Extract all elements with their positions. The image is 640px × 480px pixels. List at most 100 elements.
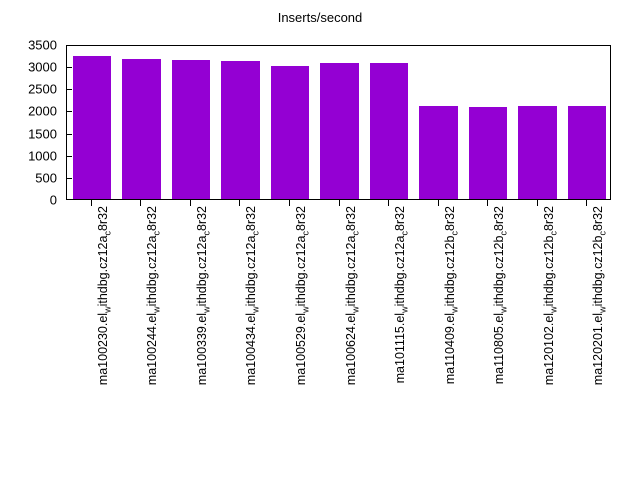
y-tick-label: 500 [35,170,57,186]
x-tick-mark [288,200,290,206]
x-label-text: ithdbg.cz12b [591,235,606,307]
bar[interactable] [369,63,409,199]
x-label-subscript: c [548,231,559,236]
x-label-subscript: w [350,306,360,313]
y-tick-label: 1000 [28,148,57,164]
x-label-subscript: c [399,231,410,236]
x-tick-label: ma101115.elwithdbg.cz12ac8r32 [393,206,410,384]
x-tick-label: ma100244.elwithdbg.cz12ac8r32 [145,206,162,386]
x-label-subscript: w [102,306,113,313]
x-label-text: 8r32 [541,206,556,232]
x-label-text: ma101115.el [393,312,408,384]
x-label-subscript: w [250,306,261,313]
x-label-text: ma100244.el [145,312,160,386]
x-label-text: 8r32 [492,206,507,232]
x-tick-mark [586,200,588,206]
y-tick-mark [66,111,72,113]
x-label-subscript: w [399,306,410,313]
y-tick-mark [66,177,72,179]
x-label-subscript: c [449,231,460,236]
y-tick-label: 1500 [28,126,57,142]
x-label-text: ma110805.el [492,312,507,385]
x-label-text: 8r32 [293,206,308,232]
x-tick-mark [388,200,390,206]
plot-area [66,45,611,200]
bar[interactable] [270,65,310,199]
x-tick-mark [437,200,439,206]
x-tick-label: ma100230.elwithdbg.cz12ac8r32 [95,206,113,386]
x-label-subscript: w [300,306,311,313]
bar[interactable] [468,106,508,199]
y-tick-mark [66,133,72,135]
bar[interactable] [221,61,260,199]
x-label-text: 8r32 [343,206,358,232]
x-label-text: 8r32 [145,206,160,232]
x-label-text: ma120102.el [541,312,556,386]
bar[interactable] [568,105,607,199]
x-label-text: 8r32 [591,206,606,232]
y-tick-label: 3500 [28,37,57,53]
x-label-subscript: w [449,306,460,313]
bar[interactable] [518,105,557,199]
x-label-text: ma120201.el [591,312,606,386]
bar[interactable] [171,60,211,199]
x-label-text: 8r32 [442,206,457,232]
x-label-text: 8r32 [194,206,209,232]
x-tick-mark [338,200,340,206]
x-label-subscript: w [548,306,559,313]
x-label-subscript: c [250,231,261,236]
x-label-text: ma100434.el [244,312,259,386]
x-tick-label: ma100339.elwithdbg.cz12ac8r32 [194,206,212,386]
y-tick-mark [66,67,72,69]
x-tick-label: ma120201.elwithdbg.cz12bc8r32 [591,206,608,386]
x-tick-label: ma110805.elwithdbg.cz12bc8r32 [492,206,509,385]
x-label-text: ma100529.el [293,312,308,386]
x-label-subscript: c [597,231,608,236]
x-label-text: ma110409.el [442,312,457,385]
x-label-text: 8r32 [95,206,110,232]
y-tick-mark [66,89,72,91]
x-label-subscript: w [151,306,162,313]
x-label-text: ithdbg.cz12a [95,235,110,307]
x-tick-mark [140,200,142,206]
x-tick-label: ma100624.elwithdbg.cz12ac8r32 [343,206,361,386]
y-tick-mark [66,155,72,157]
x-label-subscript: w [597,306,608,313]
x-label-text: ma100339.el [194,312,209,386]
x-label-subscript: c [102,231,113,236]
y-tick-label: 2000 [28,103,57,119]
x-tick-mark [189,200,191,206]
y-tick-label: 0 [49,192,57,208]
x-tick-mark [487,200,489,206]
x-label-text: ma100624.el [343,312,358,386]
bar[interactable] [72,56,111,199]
bar[interactable] [419,105,458,199]
y-axis: 3500 3000 2500 2000 1500 1000 500 0 [0,0,66,480]
x-label-text: ithdbg.cz12a [244,235,259,307]
x-label-subscript: w [498,306,509,313]
x-label-subscript: c [201,231,212,236]
x-label-text: ithdbg.cz12b [541,235,556,307]
bars-layer [67,46,610,199]
x-label-text: ithdbg.cz12a [293,235,308,307]
x-tick-label: ma100434.elwithdbg.cz12ac8r32 [244,206,261,386]
x-label-text: ithdbg.cz12a [194,235,209,307]
x-tick-label: ma110409.elwithdbg.cz12bc8r32 [442,206,460,385]
x-tick-mark [239,200,241,206]
x-tick-label: ma120102.elwithdbg.cz12bc8r32 [541,206,559,386]
y-tick-label: 2500 [28,81,57,97]
x-tick-label: ma100529.elwithdbg.cz12ac8r32 [293,206,311,386]
x-label-text: ma100230.el [95,312,110,386]
bar[interactable] [320,63,359,199]
bar[interactable] [122,58,161,199]
y-tick-label: 3000 [28,59,57,75]
x-label-text: ithdbg.cz12a [343,235,358,307]
x-label-subscript: c [300,231,311,236]
x-label-subscript: w [201,306,212,313]
x-label-text: 8r32 [244,206,259,232]
chart-title: Inserts/second [277,10,363,25]
x-label-text: ithdbg.cz12a [145,235,160,307]
x-label-subscript: c [151,231,162,236]
x-label-subscript: c [498,231,509,236]
